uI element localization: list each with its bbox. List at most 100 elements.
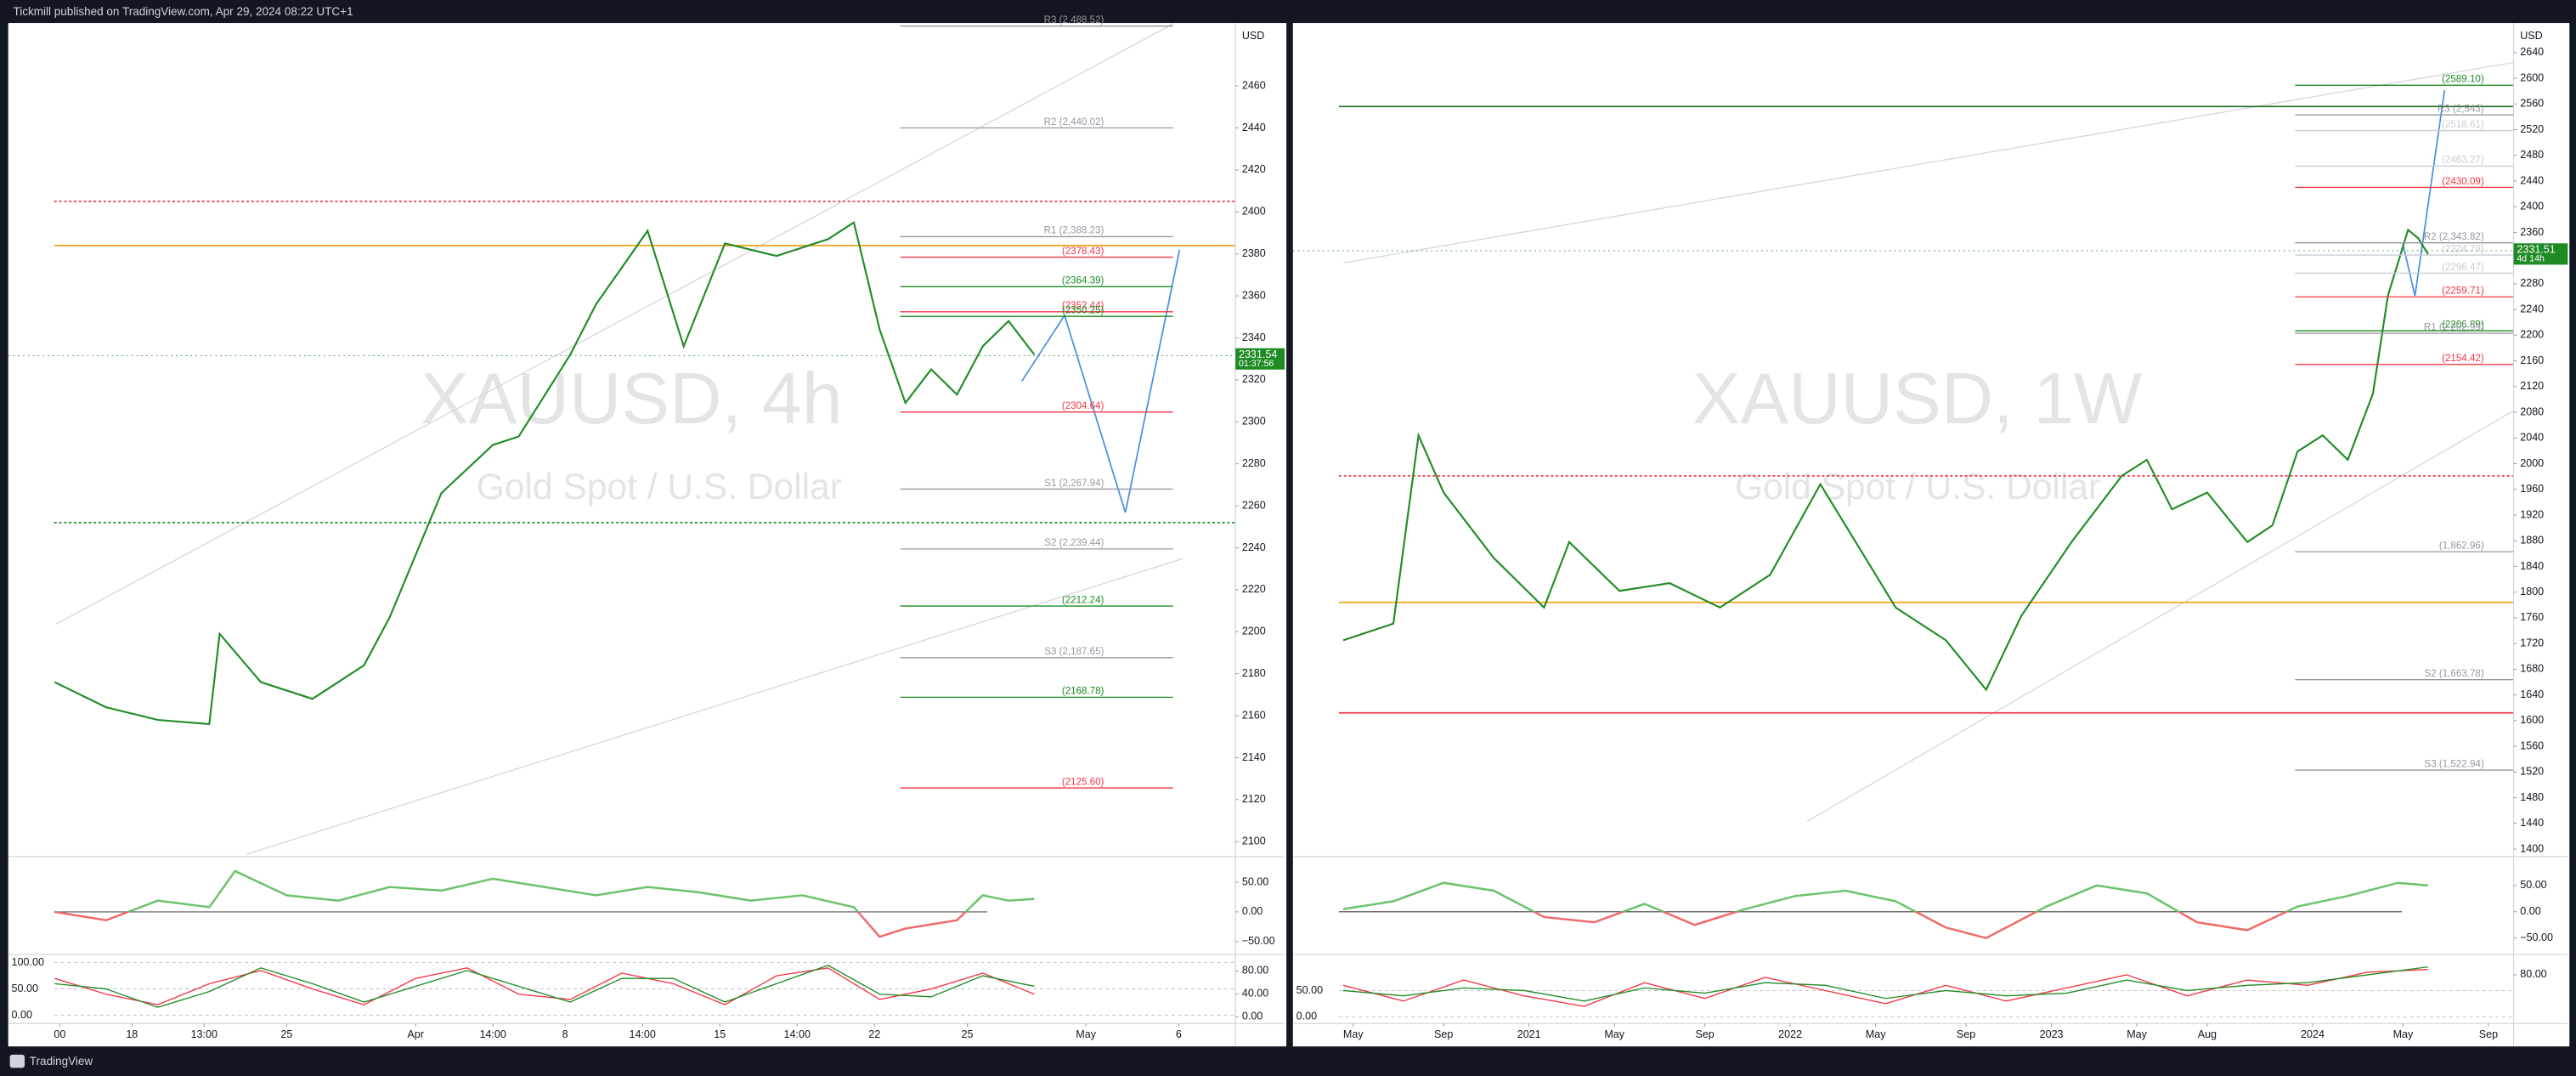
last-price-label: 2331.51 bbox=[2517, 243, 2555, 255]
logo bbox=[9, 1054, 25, 1068]
x-tick-label: Sep bbox=[1957, 1028, 1975, 1040]
y-tick-label: 2240 bbox=[2520, 303, 2544, 314]
y-tick-label: 1480 bbox=[2520, 791, 2544, 803]
level-label: (2168.78) bbox=[1062, 687, 1104, 697]
y-tick-label: 2160 bbox=[1242, 709, 1266, 721]
level-label: (2364.39) bbox=[1062, 276, 1104, 286]
level-label: (2378.43) bbox=[1062, 246, 1104, 257]
x-tick-label: 2021 bbox=[1517, 1028, 1541, 1040]
x-tick-label: 15 bbox=[714, 1028, 726, 1040]
level-label: (2324.79) bbox=[2442, 244, 2484, 254]
stoch-y2-tick-label: 80.00 bbox=[2520, 968, 2546, 980]
trend-line bbox=[55, 22, 1175, 625]
y-tick-label: 2340 bbox=[1242, 331, 1266, 343]
price-pane bbox=[54, 25, 1236, 789]
stoch-y2-tick-label: 40.00 bbox=[1242, 988, 1268, 1000]
x-tick-label: 2022 bbox=[1778, 1028, 1802, 1040]
oscillator-line bbox=[1342, 881, 2429, 912]
y-tick-label: 2200 bbox=[1242, 626, 1266, 637]
y-tick-label: 2360 bbox=[2520, 226, 2544, 238]
y-tick-label: 1560 bbox=[2520, 739, 2544, 751]
x-tick-label: May bbox=[1604, 1028, 1624, 1040]
x-tick-label: 22 bbox=[868, 1028, 880, 1040]
x-tick-label: 8 bbox=[562, 1028, 568, 1040]
stoch-tick-label: 0.00 bbox=[1296, 1011, 1317, 1022]
level-label: R2 (2,343.82) bbox=[2424, 232, 2484, 242]
y-tick-label: 1960 bbox=[2520, 483, 2544, 495]
osc-tick-label: 50.00 bbox=[2520, 879, 2546, 891]
level-label: (2518.61) bbox=[2442, 120, 2484, 130]
level-label: R3 (2,488.52) bbox=[1044, 15, 1104, 25]
level-label: (1,862.96) bbox=[2439, 541, 2484, 551]
y-tick-label: 1400 bbox=[2520, 842, 2544, 854]
y-tick-label: 2100 bbox=[1242, 835, 1266, 847]
y-tick-label: 2160 bbox=[2520, 354, 2544, 366]
x-tick-label: 25 bbox=[962, 1028, 974, 1040]
y-tick-label: 1760 bbox=[2520, 611, 2544, 623]
y-tick-label: 2040 bbox=[2520, 432, 2544, 444]
oscillator-line bbox=[54, 911, 968, 938]
last-price-label: 2331.54 bbox=[1239, 348, 1277, 360]
x-tick-label: 6 bbox=[1176, 1028, 1182, 1040]
watermark-symbol: XAUUSD, 1W bbox=[1692, 359, 2142, 439]
osc-tick-label: −50.00 bbox=[1242, 935, 1275, 947]
x-tick-label: May bbox=[1866, 1028, 1886, 1040]
stochastic-line bbox=[54, 967, 1035, 1005]
stochastic-line bbox=[1342, 966, 2429, 1002]
y-tick-label: 2240 bbox=[1242, 541, 1266, 553]
y-tick-label: 2440 bbox=[1242, 122, 1266, 133]
level-label: (2589.10) bbox=[2442, 75, 2484, 85]
x-tick-label: 2024 bbox=[2301, 1028, 2325, 1040]
y-tick-label: 2140 bbox=[1242, 751, 1266, 763]
countdown-label: 4d 14h bbox=[2517, 253, 2545, 263]
y-tick-label: 2400 bbox=[2520, 201, 2544, 212]
price-pane bbox=[1338, 84, 2514, 771]
y-tick-label: 1720 bbox=[2520, 637, 2544, 648]
stoch-y2-tick-label: 0.00 bbox=[1242, 1011, 1263, 1022]
panel-right bbox=[1292, 23, 2570, 1047]
stochastic-line bbox=[54, 964, 1035, 1008]
level-label: R2 (2,440.02) bbox=[1044, 117, 1104, 127]
watermark-symbol: XAUUSD, 4h bbox=[421, 359, 842, 439]
footer-text: TradingView bbox=[30, 1055, 93, 1068]
trend-line bbox=[1343, 61, 2514, 263]
projection-path bbox=[1021, 249, 1181, 513]
y-tick-label: 2080 bbox=[2520, 405, 2544, 417]
footer: TradingView bbox=[9, 1054, 93, 1068]
level-label: (2304.64) bbox=[1062, 401, 1104, 411]
y-tick-label: 1520 bbox=[2520, 766, 2544, 778]
x-tick-label: Apr bbox=[407, 1028, 424, 1040]
y-tick-label: 2320 bbox=[1242, 373, 1266, 385]
stoch-y2-tick-label: 80.00 bbox=[1242, 965, 1268, 977]
oscillator-line bbox=[1531, 911, 2290, 940]
trend-line bbox=[1806, 410, 2514, 822]
y-tick-label: 2380 bbox=[1242, 247, 1266, 259]
y-tick-label: 1880 bbox=[2520, 535, 2544, 546]
y-tick-label: 2600 bbox=[2520, 71, 2544, 83]
x-tick-label: Aug bbox=[2198, 1028, 2217, 1040]
trend-line bbox=[246, 558, 1183, 855]
y-tick-label: 1600 bbox=[2520, 714, 2544, 726]
x-tick-label: Sep bbox=[2479, 1028, 2498, 1040]
level-label: S2 (2,239.44) bbox=[1044, 538, 1104, 548]
level-label: R1 (2,388.23) bbox=[1044, 226, 1104, 236]
y-tick-label: 2120 bbox=[2520, 380, 2544, 392]
level-label: (2125.60) bbox=[1062, 777, 1104, 787]
x-tick-label: 25 bbox=[280, 1028, 292, 1040]
y-tick-label: 2280 bbox=[1242, 457, 1266, 469]
y-tick-label: 2480 bbox=[2520, 149, 2544, 161]
y-tick-label: 2300 bbox=[1242, 416, 1266, 428]
y-tick-label: 2560 bbox=[2520, 98, 2544, 110]
osc-tick-label: 0.00 bbox=[1242, 905, 1263, 917]
x-tick-label: 18 bbox=[126, 1028, 138, 1040]
level-label: (2154.42) bbox=[2442, 354, 2484, 364]
level-label: (2352.44) bbox=[1062, 301, 1104, 311]
y-tick-label: 1640 bbox=[2520, 688, 2544, 700]
currency-label: USD bbox=[2520, 30, 2543, 42]
last-price-badge bbox=[2513, 243, 2568, 265]
level-label: (2430.09) bbox=[2442, 177, 2484, 187]
y-tick-label: 2360 bbox=[1242, 289, 1266, 301]
stoch-tick-label: 100.00 bbox=[12, 956, 44, 968]
